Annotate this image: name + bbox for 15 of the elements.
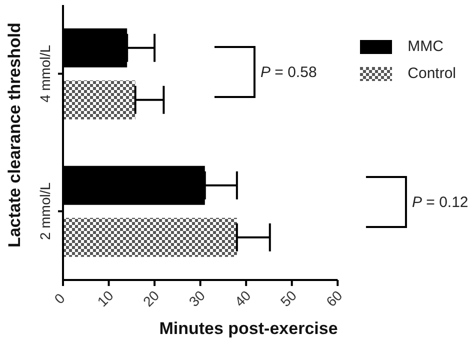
- legend-label: MMC: [406, 38, 444, 55]
- x-tick-label: 30: [186, 287, 208, 310]
- annotation: P = 0.58: [260, 64, 317, 81]
- text: P = 0.12: [412, 194, 468, 211]
- x-tick-label: 20: [140, 287, 162, 310]
- x-tick-label: 60: [322, 287, 346, 310]
- x-tick-label: 10: [94, 287, 117, 310]
- x-axis-title: Minutes post-exercise: [159, 319, 338, 338]
- legend-label: Control: [406, 65, 456, 82]
- y-tick-label: 2 mmol/L: [37, 182, 53, 240]
- y-tick-label: 4 mmol/L: [37, 44, 53, 103]
- x-tick-label: 0: [51, 290, 68, 307]
- x-tick-label: 50: [277, 287, 300, 310]
- y-axis-title: Lactate clearance threshold: [5, 22, 24, 248]
- x-tick-label: 40: [231, 287, 254, 310]
